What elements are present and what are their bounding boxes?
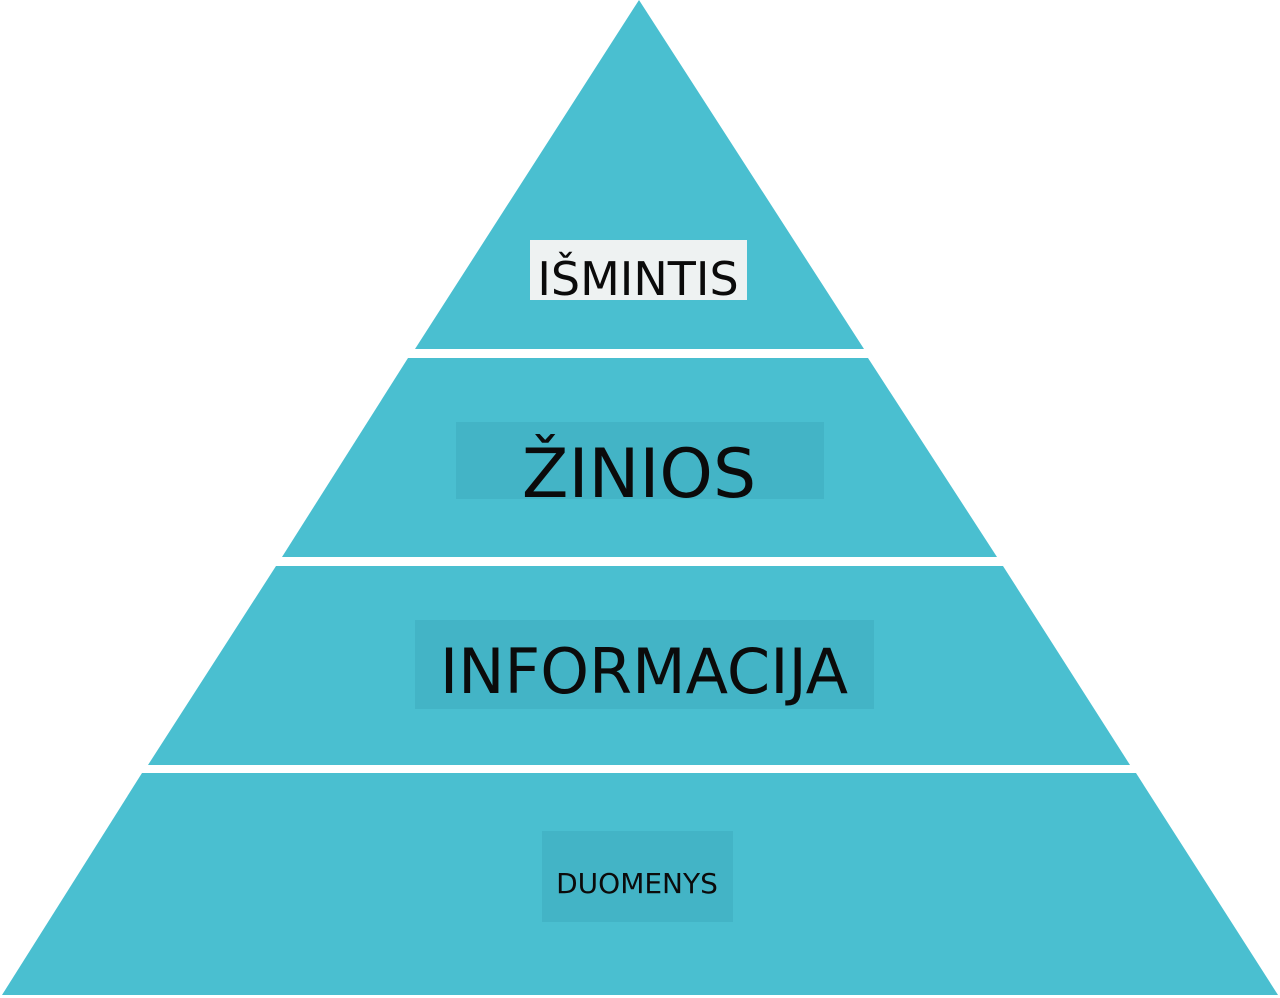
pyramid-level-wisdom: IŠMINTIS (415, 0, 864, 349)
label-box-knowledge (456, 422, 824, 499)
pyramid-level-data: DUOMENYS (2, 773, 1278, 995)
level-label-information: INFORMACIJA (440, 635, 848, 708)
pyramid-level-knowledge: ŽINIOS (282, 358, 997, 557)
label-box-wisdom (530, 240, 747, 300)
level-label-data: DUOMENYS (556, 867, 718, 900)
level-label-knowledge: ŽINIOS (522, 434, 756, 514)
level-label-wisdom: IŠMINTIS (537, 251, 738, 306)
label-box-information (415, 620, 874, 709)
pyramid-level-information: INFORMACIJA (148, 566, 1130, 765)
label-box-data (542, 831, 733, 922)
pyramid-layer-wisdom (415, 0, 864, 349)
